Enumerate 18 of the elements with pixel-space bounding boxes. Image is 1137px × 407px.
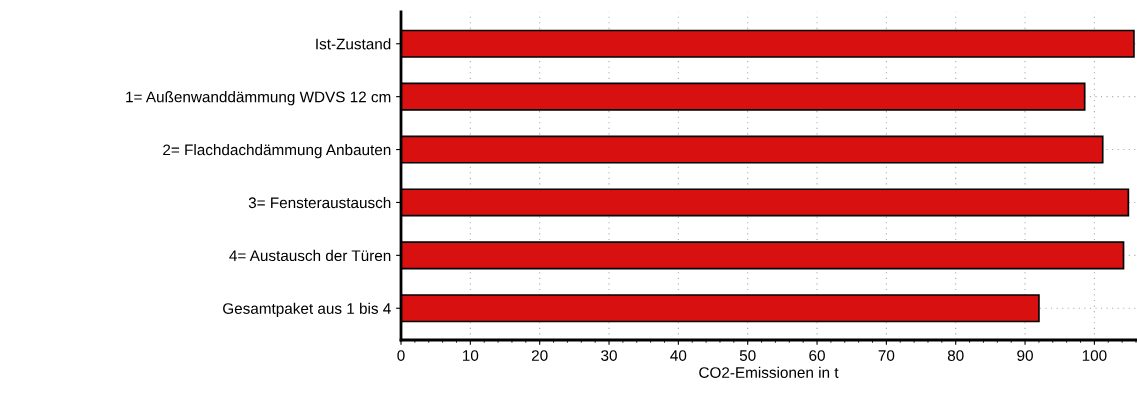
- x-tick-label: 50: [739, 350, 756, 361]
- y-tick-label: 3= Fensteraustausch: [248, 196, 391, 209]
- x-tick-label: 80: [947, 350, 964, 361]
- y-tick-label: 2= Flachdachdämmung Anbauten: [163, 144, 391, 159]
- x-tick-label: 60: [809, 350, 825, 361]
- x-tick-label: 0: [397, 350, 405, 361]
- x-tick-label: 100: [1082, 350, 1107, 361]
- x-tick-label: 10: [463, 350, 479, 361]
- y-tick-label: Ist-Zustand: [316, 38, 391, 50]
- x-tick-label: 20: [531, 350, 548, 361]
- x-tick-label: 70: [878, 350, 895, 361]
- x-tick-label: 90: [1017, 350, 1033, 361]
- y-tick-label: 4= Austausch der Türen: [229, 249, 391, 262]
- x-tick-label: 30: [601, 350, 617, 361]
- y-tick-label: 1= Außenwanddämmung WDVS 12 cm: [126, 91, 391, 106]
- x-tick-label: 40: [670, 350, 687, 361]
- x-axis-title: CO2-Emissionen in t: [699, 366, 839, 378]
- y-tick-label: Gesamtpaket aus 1 bis 4: [223, 302, 391, 317]
